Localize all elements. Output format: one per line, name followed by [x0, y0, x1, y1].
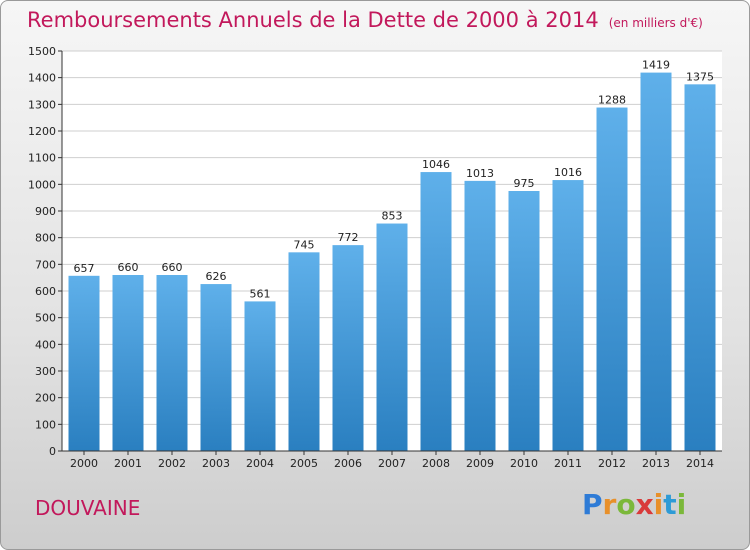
y-tick-label: 1400: [28, 72, 56, 85]
x-tick-label: 2000: [70, 457, 98, 470]
bar: [112, 275, 144, 451]
y-tick-label: 700: [35, 258, 56, 271]
bar: [156, 275, 188, 451]
value-label: 660: [162, 261, 183, 274]
x-tick-label: 2008: [422, 457, 450, 470]
x-tick-label: 2014: [686, 457, 714, 470]
axes: 0 100 200 300 400 500 600 700 800 900 1000 1100 1200…: [28, 45, 722, 470]
bar: [332, 245, 364, 451]
bar: [376, 223, 408, 451]
x-tick-label: 2007: [378, 457, 406, 470]
logo-letter: o: [616, 488, 636, 521]
value-label: 772: [338, 231, 359, 244]
logo-letter: i: [653, 488, 664, 521]
bar: [508, 191, 540, 451]
value-label: 1046: [422, 158, 450, 171]
x-tick-label: 2006: [334, 457, 362, 470]
y-tick-label: 1000: [28, 178, 56, 191]
y-tick-label: 500: [35, 312, 56, 325]
bar: [200, 284, 232, 451]
x-tick-label: 2010: [510, 457, 538, 470]
value-label: 745: [294, 238, 315, 251]
value-label: 1288: [598, 94, 626, 107]
commune-name: DOUVAINE: [35, 496, 141, 520]
proxiti-logo: Proxiti: [582, 488, 686, 521]
value-label: 657: [74, 262, 95, 275]
value-label: 626: [206, 270, 227, 283]
bar: [464, 180, 496, 451]
title-unit: (en milliers d'€): [608, 16, 703, 30]
value-label: 1016: [554, 166, 582, 179]
x-tick-label: 2009: [466, 457, 494, 470]
value-label: 975: [514, 177, 535, 190]
y-tick-label: 900: [35, 205, 56, 218]
value-label: 561: [250, 287, 271, 300]
logo-letter: t: [663, 488, 677, 521]
bar: [68, 275, 100, 451]
y-tick-label: 1300: [28, 98, 56, 111]
bar: [244, 301, 276, 451]
bar: [684, 84, 716, 451]
value-label: 853: [382, 210, 403, 223]
bar: [640, 72, 672, 451]
x-tick-label: 2003: [202, 457, 230, 470]
bar: [552, 180, 584, 452]
y-tick-label: 200: [35, 392, 56, 405]
x-tick-label: 2004: [246, 457, 274, 470]
x-tick-label: 2005: [290, 457, 318, 470]
chart-title: Remboursements Annuels de la Dette de 20…: [27, 8, 703, 32]
x-tick-label: 2011: [554, 457, 582, 470]
value-label: 1375: [686, 70, 714, 83]
x-tick-label: 2013: [642, 457, 670, 470]
value-label: 1013: [466, 167, 494, 180]
logo-letter: i: [676, 488, 687, 521]
x-tick-label: 2001: [114, 457, 142, 470]
y-tick-label: 600: [35, 285, 56, 298]
logo-letter: r: [602, 488, 617, 521]
x-tick-label: 2012: [598, 457, 626, 470]
bar: [288, 252, 320, 451]
y-tick-label: 100: [35, 418, 56, 431]
x-tick-label: 2002: [158, 457, 186, 470]
bar: [420, 172, 452, 452]
y-tick-label: 1100: [28, 152, 56, 165]
y-tick-label: 300: [35, 365, 56, 378]
value-label: 1419: [642, 59, 670, 72]
y-tick-label: 1500: [28, 45, 56, 58]
bars: [68, 72, 716, 452]
y-tick-label: 1200: [28, 125, 56, 138]
y-tick-label: 0: [49, 445, 56, 458]
bar: [596, 107, 628, 452]
y-tick-label: 400: [35, 338, 56, 351]
logo-letter: P: [582, 488, 603, 521]
value-label: 660: [118, 261, 139, 274]
title-main: Remboursements Annuels de la Dette de 20…: [27, 8, 599, 32]
y-tick-label: 800: [35, 232, 56, 245]
value-labels: 657 660 660 626 561 745 772 853 1046 1013 975 1016 1…: [74, 59, 715, 301]
logo-letter: x: [635, 488, 654, 521]
